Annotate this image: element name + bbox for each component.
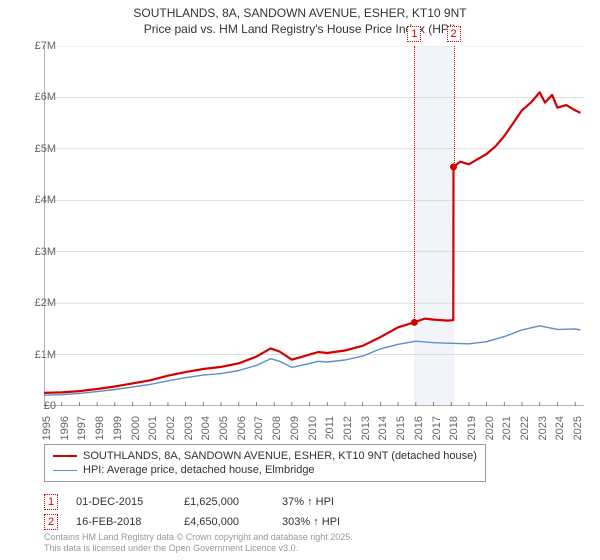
legend-label-hpi: HPI: Average price, detached house, Elmb… [83, 464, 315, 476]
x-label: 2012 [342, 416, 354, 446]
sale-date-1: 01-DEC-2015 [76, 496, 166, 508]
y-label: £6M [35, 91, 56, 103]
y-label: £7M [35, 40, 56, 52]
marker-line-2 [454, 46, 455, 167]
y-label: £2M [35, 297, 56, 309]
legend-row-hpi: HPI: Average price, detached house, Elmb… [53, 463, 477, 477]
footer-line1: Contains HM Land Registry data © Crown c… [44, 532, 353, 543]
x-label: 1995 [41, 416, 53, 446]
sale-pct-1: 37% ↑ HPI [282, 496, 372, 508]
y-label: £5M [35, 143, 56, 155]
chart-area: 12 [44, 46, 584, 406]
y-label: £0 [44, 400, 56, 412]
chart-title: SOUTHLANDS, 8A, SANDOWN AVENUE, ESHER, K… [0, 0, 600, 37]
x-label: 2008 [271, 416, 283, 446]
x-label: 2021 [501, 416, 513, 446]
x-label: 2023 [537, 416, 549, 446]
sale-date-2: 16-FEB-2018 [76, 516, 166, 528]
x-label: 2009 [289, 416, 301, 446]
x-label: 2007 [253, 416, 265, 446]
sale-pct-2: 303% ↑ HPI [282, 516, 372, 528]
x-label: 2024 [554, 416, 566, 446]
y-label: £3M [35, 246, 56, 258]
title-line2: Price paid vs. HM Land Registry's House … [0, 22, 600, 38]
y-label: £4M [35, 194, 56, 206]
legend: SOUTHLANDS, 8A, SANDOWN AVENUE, ESHER, K… [44, 444, 486, 482]
x-label: 2025 [572, 416, 584, 446]
x-label: 1999 [112, 416, 124, 446]
x-label: 1997 [76, 416, 88, 446]
x-label: 1998 [94, 416, 106, 446]
y-label: £1M [35, 349, 56, 361]
x-label: 2015 [395, 416, 407, 446]
legend-label-price: SOUTHLANDS, 8A, SANDOWN AVENUE, ESHER, K… [83, 450, 477, 462]
sale-price-2: £4,650,000 [184, 516, 264, 528]
chart-svg [44, 46, 584, 406]
legend-swatch-price [53, 455, 77, 457]
x-label: 2001 [147, 416, 159, 446]
x-label: 2006 [236, 416, 248, 446]
x-label: 2010 [307, 416, 319, 446]
sale-price-1: £1,625,000 [184, 496, 264, 508]
sale-row-2: 2 16-FEB-2018 £4,650,000 303% ↑ HPI [44, 512, 372, 532]
footer-line2: This data is licensed under the Open Gov… [44, 543, 353, 554]
x-label: 2004 [200, 416, 212, 446]
x-label: 1996 [59, 416, 71, 446]
marker-line-1 [414, 46, 415, 322]
title-line1: SOUTHLANDS, 8A, SANDOWN AVENUE, ESHER, K… [0, 6, 600, 22]
x-label: 2003 [183, 416, 195, 446]
x-label: 2011 [324, 416, 336, 446]
legend-row-price: SOUTHLANDS, 8A, SANDOWN AVENUE, ESHER, K… [53, 449, 477, 463]
sale-row-1: 1 01-DEC-2015 £1,625,000 37% ↑ HPI [44, 492, 372, 512]
x-label: 2019 [466, 416, 478, 446]
sale-rows: 1 01-DEC-2015 £1,625,000 37% ↑ HPI 2 16-… [44, 492, 372, 532]
x-label: 2016 [413, 416, 425, 446]
x-label: 2005 [218, 416, 230, 446]
marker-box-1: 1 [407, 26, 421, 42]
sale-marker-1: 1 [44, 494, 58, 510]
marker-box-2: 2 [447, 26, 461, 42]
x-label: 2013 [360, 416, 372, 446]
x-label: 2014 [377, 416, 389, 446]
x-label: 2002 [165, 416, 177, 446]
footer: Contains HM Land Registry data © Crown c… [44, 532, 353, 554]
x-label: 2018 [448, 416, 460, 446]
x-label: 2022 [519, 416, 531, 446]
x-label: 2017 [431, 416, 443, 446]
sale-marker-2: 2 [44, 514, 58, 530]
legend-swatch-hpi [53, 470, 77, 471]
x-label: 2000 [130, 416, 142, 446]
x-label: 2020 [484, 416, 496, 446]
